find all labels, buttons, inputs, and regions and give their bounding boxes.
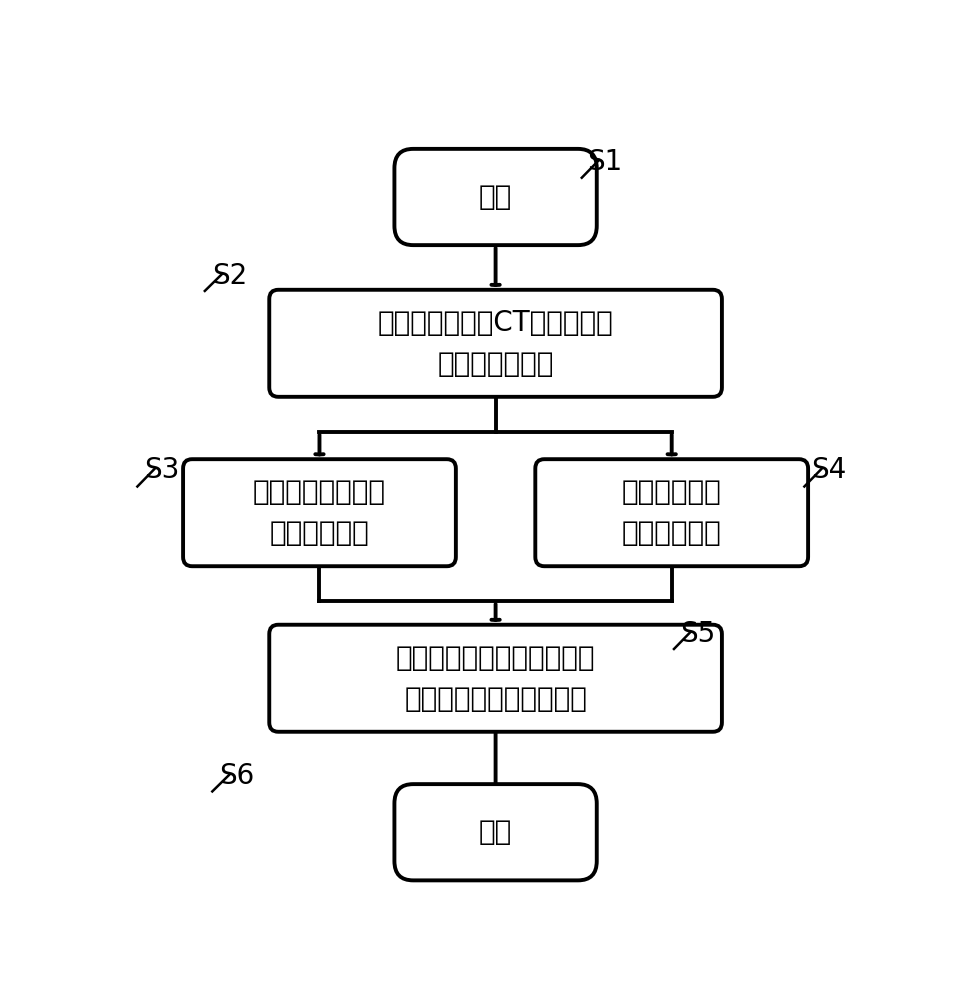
FancyBboxPatch shape [269, 625, 722, 732]
Text: 开始: 开始 [479, 183, 513, 211]
Text: 结束: 结束 [479, 818, 513, 846]
FancyBboxPatch shape [536, 459, 808, 566]
Text: 在增强影像上
进行冠脉分割: 在增强影像上 进行冠脉分割 [622, 478, 721, 547]
Text: 读取平扫和增强CT影像数据，
标志三个校准点: 读取平扫和增强CT影像数据， 标志三个校准点 [378, 309, 613, 378]
FancyBboxPatch shape [269, 290, 722, 397]
FancyBboxPatch shape [183, 459, 455, 566]
Text: S4: S4 [811, 456, 847, 484]
Text: 图像校准和在分割的三维图
像上去除识别的钙化斑块: 图像校准和在分割的三维图 像上去除识别的钙化斑块 [396, 644, 596, 713]
Text: S6: S6 [220, 762, 254, 790]
Text: S3: S3 [144, 456, 180, 484]
Text: S1: S1 [587, 148, 622, 176]
FancyBboxPatch shape [395, 149, 597, 245]
Text: 在平扫影像上进行
钙化斑块识别: 在平扫影像上进行 钙化斑块识别 [253, 478, 386, 547]
FancyBboxPatch shape [395, 784, 597, 880]
Text: S2: S2 [212, 262, 248, 290]
Text: S5: S5 [681, 620, 716, 648]
